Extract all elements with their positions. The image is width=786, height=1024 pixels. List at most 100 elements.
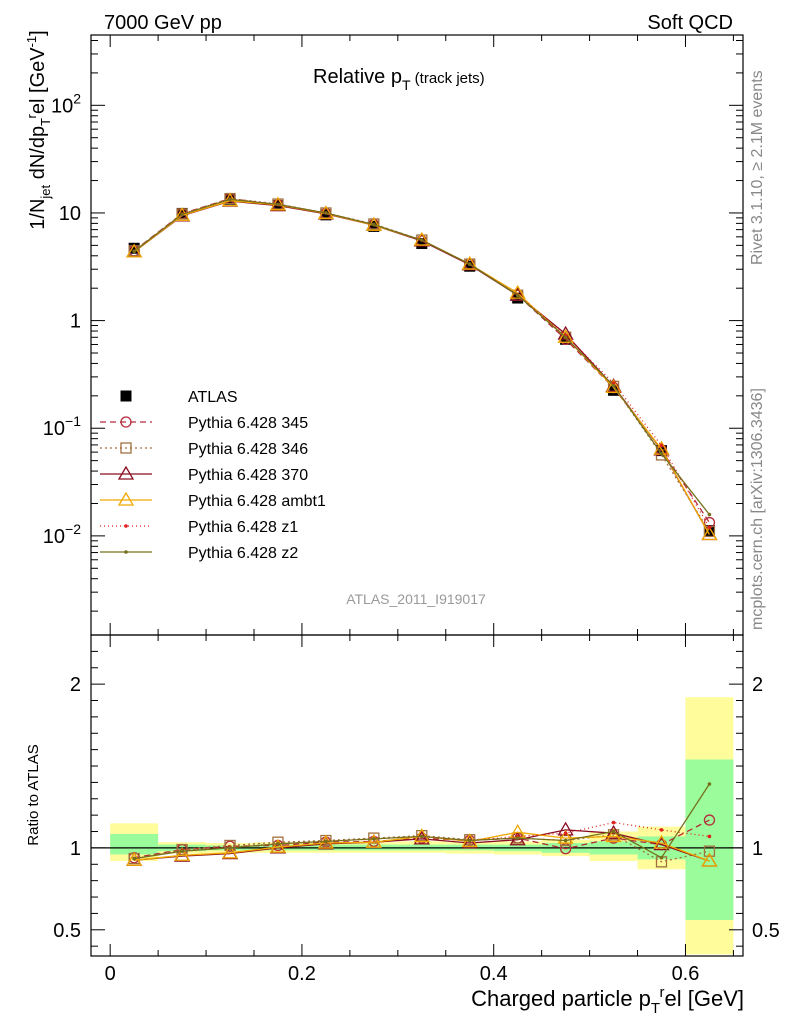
data-point xyxy=(611,829,616,834)
y-tick-label: 1 xyxy=(70,311,81,333)
ratio-series-5 xyxy=(132,782,712,861)
x-tick-label: 0.4 xyxy=(480,963,508,985)
y-tick-label: 10−1 xyxy=(43,413,81,440)
data-point xyxy=(372,222,376,227)
legend-label: ATLAS xyxy=(188,389,238,406)
data-point xyxy=(276,842,280,846)
data-point xyxy=(659,855,664,860)
data-point xyxy=(707,834,712,839)
data-point xyxy=(509,286,526,301)
y-axis-label-main: 1/Njet dN/dpTrel [GeV-1] xyxy=(24,30,53,229)
data-point xyxy=(176,843,188,856)
data-point xyxy=(557,829,574,844)
analysis-id: ATLAS_2011_I919017 xyxy=(346,591,486,607)
data-point xyxy=(509,284,526,299)
data-point xyxy=(563,831,568,835)
data-point xyxy=(117,491,135,506)
data-point xyxy=(413,828,430,843)
data-point xyxy=(173,207,191,222)
data-point xyxy=(413,830,430,845)
data-point xyxy=(703,525,715,537)
data-point xyxy=(416,238,428,250)
data-point xyxy=(659,451,664,456)
data-point xyxy=(224,839,236,852)
data-point xyxy=(128,242,140,254)
legend: ATLAS Pythia 6.428 345 Pythia 6.428 346 Pyt… xyxy=(100,389,326,562)
series-line xyxy=(133,200,710,535)
ratio-y-tick-label-right: 2 xyxy=(752,674,763,696)
data-point xyxy=(120,390,132,402)
x-tick-label: 0 xyxy=(105,963,116,985)
y-tick-label: 102 xyxy=(51,90,81,117)
data-point xyxy=(320,209,332,221)
data-point xyxy=(126,851,143,866)
legend-entry: Pythia 6.428 370 xyxy=(100,465,308,484)
ratio-y-tick-label: 0.5 xyxy=(53,920,81,942)
data-point xyxy=(173,846,191,861)
chart-title: Relative pT (track jets) xyxy=(313,66,485,93)
data-point xyxy=(419,834,424,839)
data-point xyxy=(372,837,376,841)
header-right: Soft QCD xyxy=(647,12,733,34)
data-point xyxy=(701,526,718,541)
data-point xyxy=(515,293,520,298)
x-tick-label: 0.2 xyxy=(288,963,316,985)
stat-uncertainty-band xyxy=(110,833,159,855)
data-point xyxy=(228,197,232,202)
x-tick-label: 0.6 xyxy=(672,963,700,985)
y-tick-label: 10−2 xyxy=(43,521,81,548)
data-point xyxy=(180,849,184,853)
data-point xyxy=(228,846,232,850)
data-point xyxy=(611,383,616,388)
data-point xyxy=(659,828,664,832)
data-point xyxy=(703,845,716,857)
data-point xyxy=(605,379,622,393)
data-point xyxy=(707,525,712,530)
data-point xyxy=(269,838,287,853)
data-point xyxy=(703,814,716,826)
data-point xyxy=(563,335,568,340)
data-point xyxy=(124,524,128,528)
data-point xyxy=(467,262,472,266)
ratio-y-tick-label: 2 xyxy=(70,674,81,696)
ratio-y-tick-label-right: 0.5 xyxy=(752,920,780,942)
legend-label: Pythia 6.428 370 xyxy=(188,467,308,484)
ratio-frame xyxy=(90,634,744,957)
legend-label: Pythia 6.428 346 xyxy=(188,441,308,458)
data-point xyxy=(461,834,478,849)
data-point xyxy=(221,844,239,859)
data-point xyxy=(701,852,718,867)
data-point xyxy=(611,820,616,825)
y-axis-label-ratio: Ratio to ATLAS xyxy=(25,744,42,845)
data-point xyxy=(464,260,476,272)
data-point xyxy=(467,838,472,843)
legend-entry: Pythia 6.428 346 xyxy=(100,441,308,458)
data-point xyxy=(276,202,280,207)
legend-entry: Pythia 6.428 345 xyxy=(100,415,308,432)
data-point xyxy=(608,384,620,396)
ratio-y-tick-label-right: 1 xyxy=(752,838,763,860)
data-point xyxy=(653,834,670,849)
data-point xyxy=(659,443,664,448)
data-point xyxy=(120,416,132,428)
legend-entry: Pythia 6.428 ambt1 xyxy=(100,491,326,510)
data-point xyxy=(117,465,135,480)
mcplots-label: mcplots.cern.ch [arXiv:1306.3436] xyxy=(749,388,766,630)
chart-title-main: Relative p xyxy=(313,66,402,88)
data-point xyxy=(324,211,328,215)
ratio-y-tick-label: 1 xyxy=(70,838,81,860)
rivet-label: Rivet 3.1.10, ≥ 2.1M events xyxy=(749,70,766,265)
series-6 xyxy=(132,197,712,517)
series-line xyxy=(133,200,710,535)
legend-entry: Pythia 6.428 z2 xyxy=(100,545,298,562)
data-point xyxy=(365,833,382,848)
data-point xyxy=(324,839,328,844)
data-point xyxy=(557,328,574,343)
chart-title-suffix: (track jets) xyxy=(411,70,485,87)
data-point xyxy=(132,249,136,254)
data-point xyxy=(132,856,136,861)
data-point xyxy=(515,836,520,840)
series-3 xyxy=(126,192,718,541)
data-point xyxy=(419,238,424,242)
data-point xyxy=(126,243,143,258)
